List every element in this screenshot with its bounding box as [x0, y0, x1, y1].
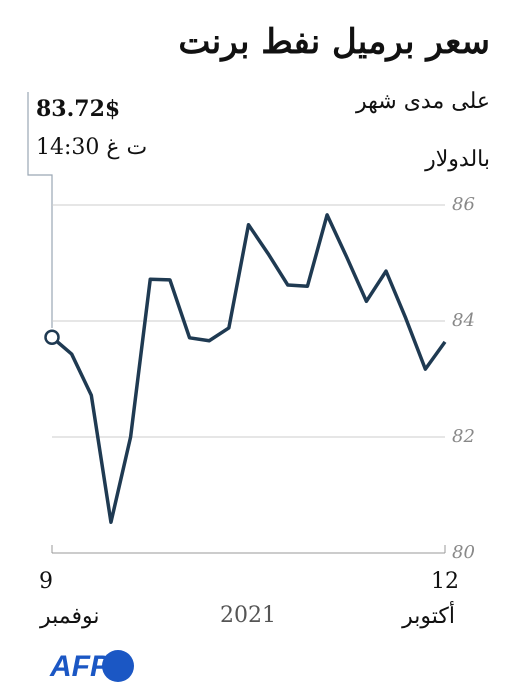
x-month-label: أكتوبر	[401, 600, 455, 629]
line	[50, 213, 447, 525]
y-axis-label: بالدولار	[424, 147, 490, 172]
callout-value: 83.72$	[36, 96, 120, 122]
x-year-label: 2021	[220, 603, 276, 628]
y-tick-label: 86	[452, 194, 475, 215]
chart-subtitle: على مدى شهر	[355, 89, 490, 114]
x-month-label: نوفمبر	[39, 604, 100, 629]
y-tick-label: 82	[452, 426, 475, 447]
y-tick-label: 84	[452, 310, 475, 331]
callout-point	[44, 329, 60, 345]
y-tick-label: 80	[452, 542, 475, 563]
chart-title: سعر برميل نفط برنت	[178, 22, 490, 62]
callout-time: 14:30 ت غ	[36, 135, 147, 160]
logo-circle	[102, 650, 134, 682]
x-tick-label: 9	[39, 569, 53, 594]
x-tick-label: 12	[431, 569, 459, 594]
source-logo: AFP	[49, 650, 111, 683]
callout-frame	[27, 92, 53, 328]
